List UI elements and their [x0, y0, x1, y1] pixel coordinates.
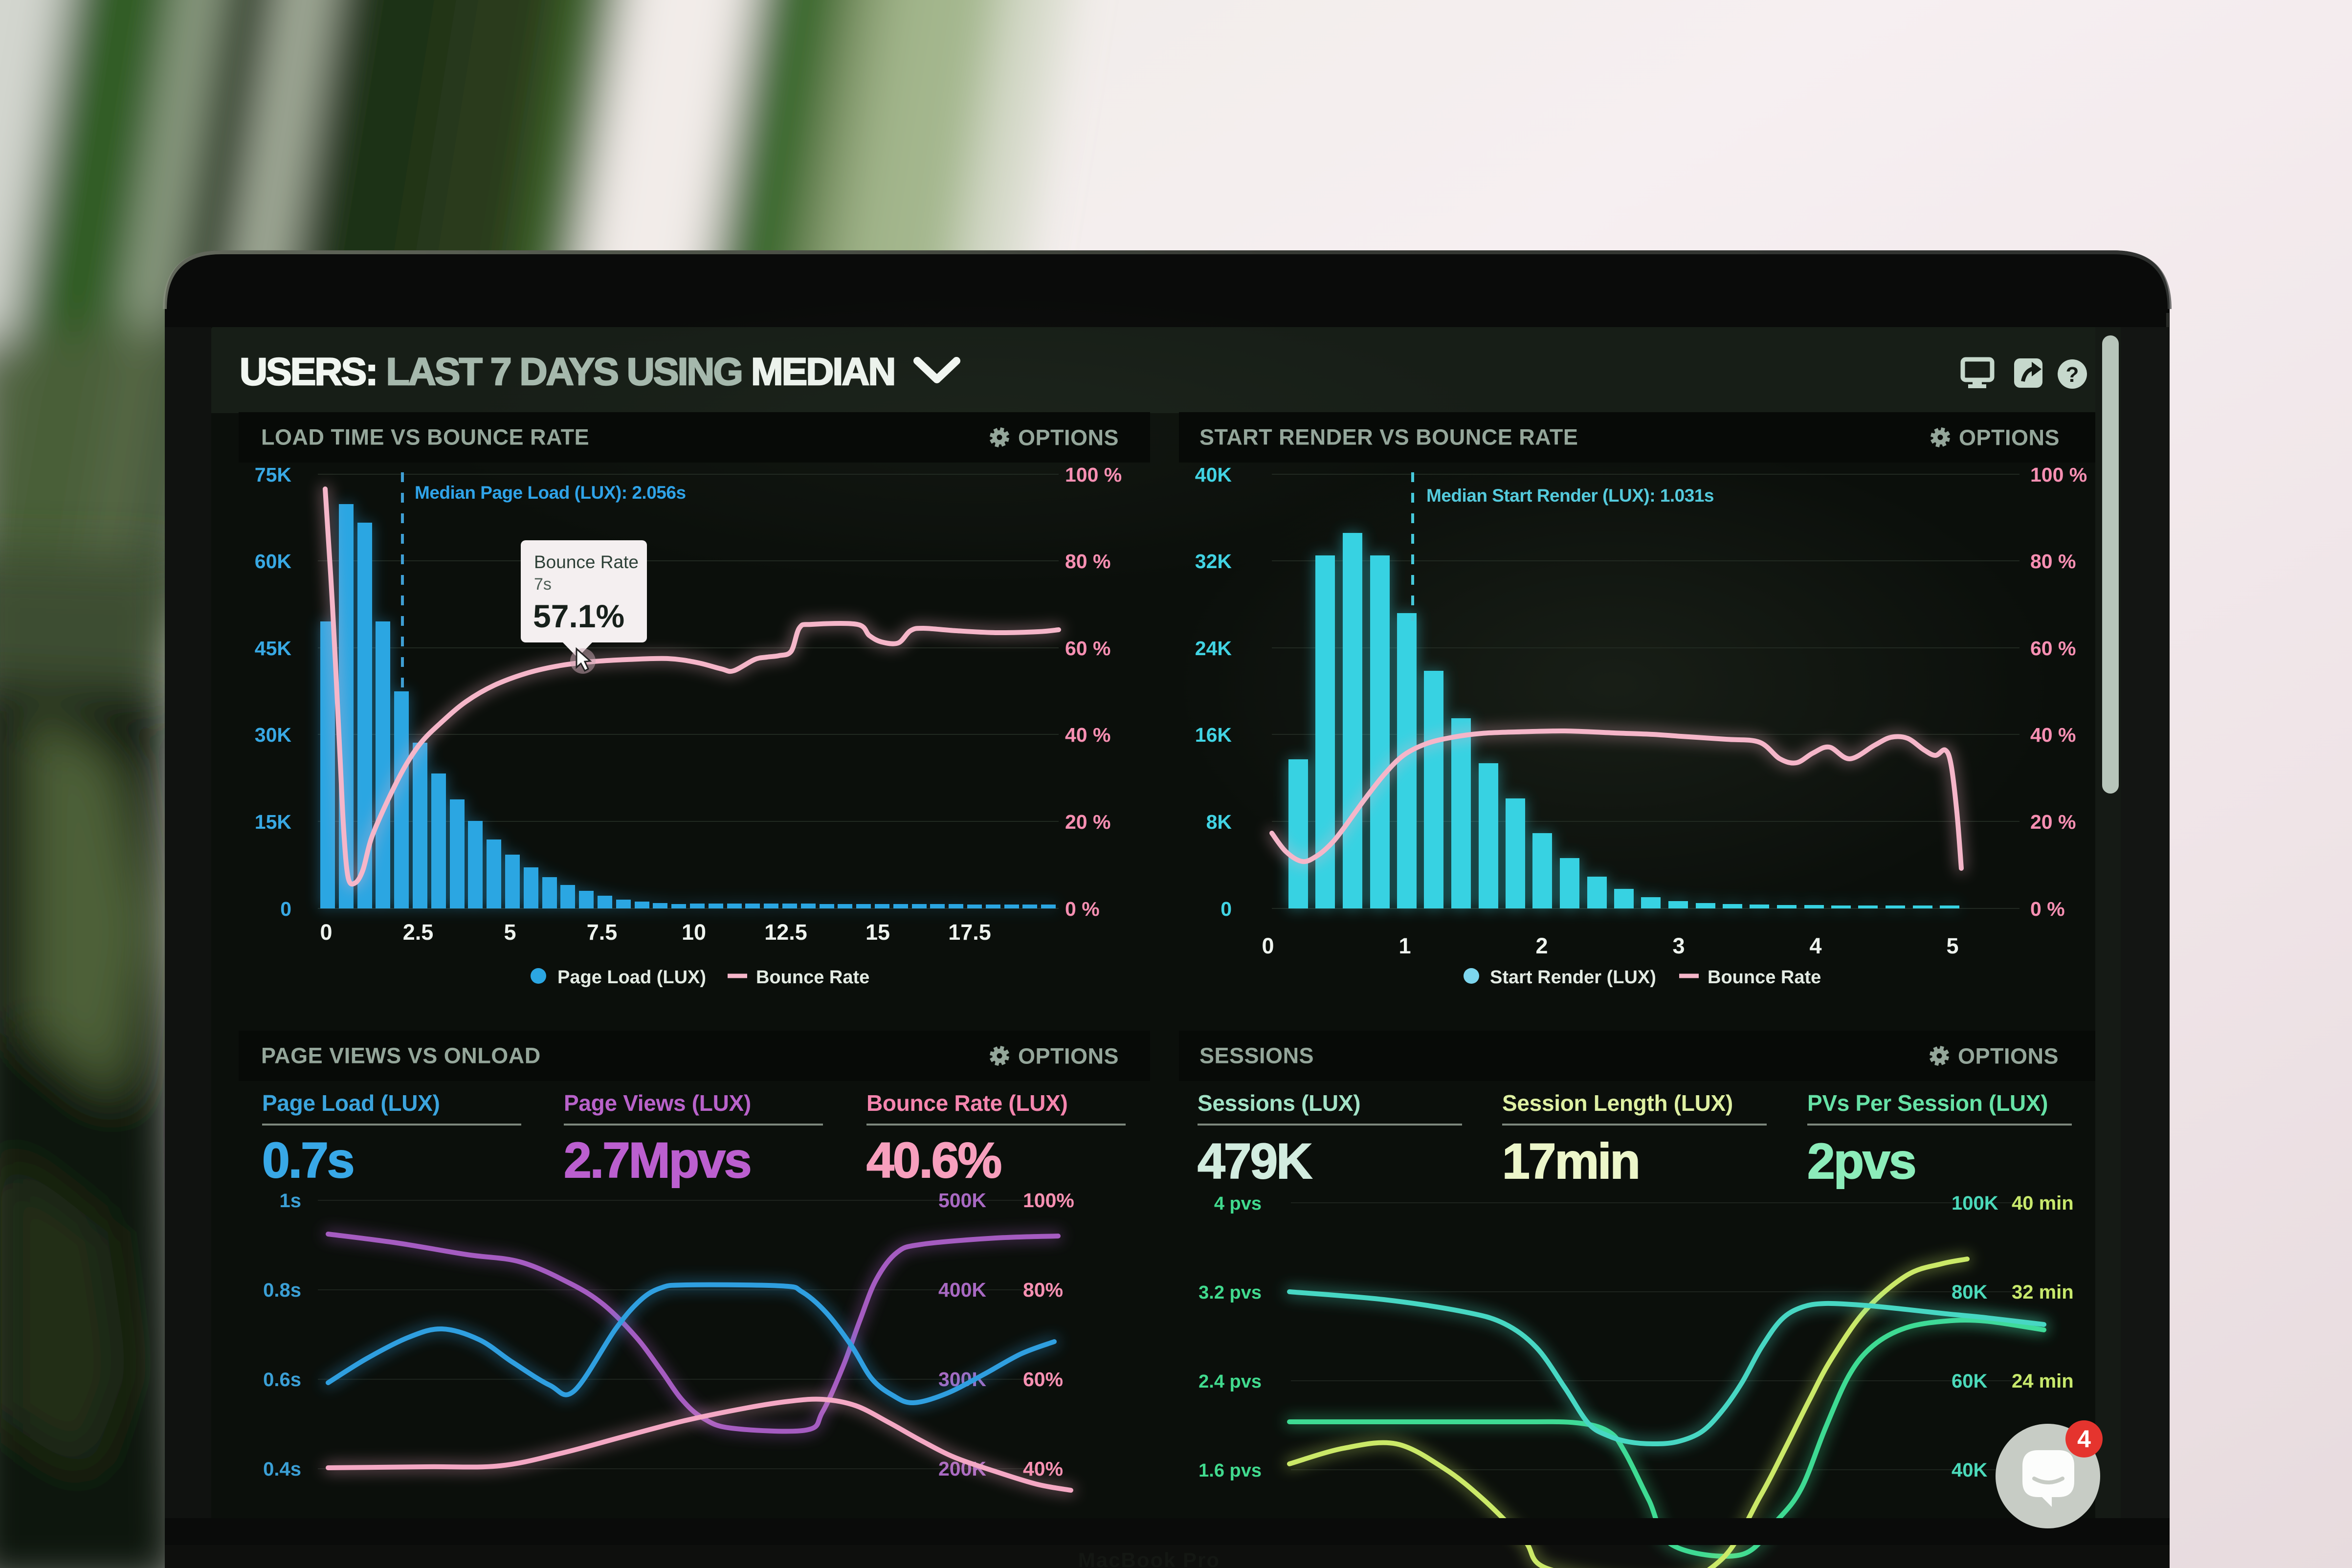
svg-text:24 min: 24 min [2012, 1370, 2074, 1392]
svg-text:4: 4 [1809, 933, 1821, 958]
svg-text:12.5: 12.5 [764, 920, 807, 945]
svg-text:1s: 1s [280, 1190, 302, 1212]
svg-text:20 %: 20 % [2030, 811, 2076, 833]
svg-text:3: 3 [1672, 933, 1685, 958]
svg-text:Page Load (LUX): Page Load (LUX) [557, 967, 706, 988]
svg-text:Page Load (LUX): Page Load (LUX) [262, 1090, 440, 1116]
svg-text:32K: 32K [1195, 550, 1232, 573]
svg-text:40 %: 40 % [2030, 724, 2076, 746]
svg-text:Sessions (LUX): Sessions (LUX) [1198, 1090, 1360, 1116]
svg-text:80%: 80% [1023, 1279, 1063, 1301]
svg-text:MacBook Pro: MacBook Pro [1078, 1548, 1220, 1568]
svg-text:8K: 8K [1206, 811, 1232, 833]
svg-text:40.6%: 40.6% [866, 1132, 1001, 1188]
svg-text:2.5: 2.5 [403, 920, 434, 945]
svg-text:30K: 30K [255, 724, 292, 746]
svg-text:Bounce Rate: Bounce Rate [534, 552, 639, 572]
svg-text:3.2 pvs: 3.2 pvs [1198, 1282, 1262, 1303]
svg-text:SESSIONS: SESSIONS [1199, 1043, 1314, 1068]
svg-text:OPTIONS: OPTIONS [1018, 1044, 1119, 1069]
svg-text:20 %: 20 % [1065, 811, 1110, 833]
svg-text:479K: 479K [1198, 1133, 1312, 1189]
svg-text:16K: 16K [1195, 724, 1232, 746]
svg-text:Median Page Load (LUX): 2.056s: Median Page Load (LUX): 2.056s [415, 483, 686, 503]
svg-text:2.7Mpvs: 2.7Mpvs [564, 1132, 751, 1188]
svg-text:Page Views (LUX): Page Views (LUX) [564, 1090, 751, 1116]
svg-text:2.4 pvs: 2.4 pvs [1198, 1371, 1262, 1392]
svg-text:7.5: 7.5 [587, 920, 618, 945]
svg-text:LOAD TIME VS BOUNCE RATE: LOAD TIME VS BOUNCE RATE [261, 425, 589, 450]
svg-text:80 %: 80 % [1065, 550, 1110, 573]
svg-text:0: 0 [320, 920, 332, 945]
svg-text:24K: 24K [1195, 637, 1232, 660]
svg-text:45K: 45K [255, 637, 292, 660]
svg-text:0 %: 0 % [1065, 898, 1100, 920]
svg-text:40 %: 40 % [1065, 724, 1110, 746]
svg-text:80 %: 80 % [2030, 550, 2076, 573]
svg-text:2pvs: 2pvs [1807, 1133, 1915, 1189]
svg-text:2: 2 [1535, 933, 1548, 958]
svg-text:0.6s: 0.6s [263, 1369, 301, 1391]
svg-text:60K: 60K [255, 550, 292, 573]
svg-text:Start Render (LUX): Start Render (LUX) [1490, 967, 1656, 988]
svg-text:57.1%: 57.1% [533, 598, 624, 634]
svg-text:PVs Per Session (LUX): PVs Per Session (LUX) [1807, 1090, 2048, 1116]
svg-text:100K: 100K [1952, 1193, 1998, 1214]
svg-text:100 %: 100 % [1065, 464, 1122, 486]
svg-text:5: 5 [504, 920, 516, 945]
svg-text:Bounce Rate (LUX): Bounce Rate (LUX) [866, 1090, 1067, 1116]
svg-text:1.6 pvs: 1.6 pvs [1198, 1460, 1262, 1481]
svg-text:OPTIONS: OPTIONS [1959, 425, 2060, 450]
svg-text:32 min: 32 min [2012, 1281, 2074, 1303]
svg-text:15: 15 [865, 920, 890, 945]
svg-text:1: 1 [1398, 933, 1411, 958]
svg-text:400K: 400K [938, 1279, 986, 1301]
svg-text:0: 0 [1220, 898, 1232, 920]
svg-text:15K: 15K [255, 811, 292, 833]
svg-text:60 %: 60 % [2030, 637, 2076, 660]
svg-text:0.4s: 0.4s [263, 1458, 301, 1480]
svg-text:4: 4 [2077, 1425, 2091, 1453]
svg-text:75K: 75K [255, 464, 292, 486]
svg-text:?: ? [2066, 363, 2079, 387]
svg-text:OPTIONS: OPTIONS [1958, 1044, 2059, 1069]
svg-text:40 min: 40 min [2012, 1193, 2074, 1214]
svg-text:0.8s: 0.8s [263, 1280, 301, 1301]
svg-text:0.7s: 0.7s [262, 1132, 354, 1188]
svg-text:40K: 40K [1195, 464, 1232, 486]
svg-text:4 pvs: 4 pvs [1214, 1193, 1262, 1214]
svg-text:40%: 40% [1023, 1458, 1063, 1480]
svg-text:17.5: 17.5 [948, 920, 991, 945]
svg-text:17min: 17min [1502, 1133, 1639, 1189]
svg-text:10: 10 [682, 920, 706, 945]
svg-text:5: 5 [1946, 933, 1958, 958]
svg-text:40K: 40K [1952, 1459, 1987, 1481]
svg-text:80K: 80K [1952, 1281, 1987, 1303]
svg-text:0: 0 [1262, 933, 1274, 958]
svg-text:100%: 100% [1023, 1189, 1074, 1212]
svg-text:60K: 60K [1952, 1370, 1987, 1392]
svg-text:Bounce Rate: Bounce Rate [1708, 967, 1821, 988]
svg-text:USERS: LAST 7 DAYS USING MEDIA: USERS: LAST 7 DAYS USING MEDIAN [240, 350, 894, 393]
svg-text:PAGE VIEWS VS ONLOAD: PAGE VIEWS VS ONLOAD [261, 1043, 541, 1068]
svg-text:60 %: 60 % [1065, 637, 1110, 660]
svg-text:60%: 60% [1023, 1368, 1063, 1391]
svg-text:0 %: 0 % [2030, 898, 2065, 920]
svg-text:Session Length (LUX): Session Length (LUX) [1502, 1090, 1733, 1116]
svg-text:OPTIONS: OPTIONS [1018, 425, 1119, 450]
svg-text:Bounce Rate: Bounce Rate [756, 967, 869, 988]
svg-text:START RENDER VS BOUNCE RATE: START RENDER VS BOUNCE RATE [1199, 425, 1578, 450]
svg-text:0: 0 [280, 898, 291, 920]
svg-text:7s: 7s [534, 575, 552, 594]
svg-text:100 %: 100 % [2030, 464, 2087, 486]
svg-text:Median Start Render (LUX): 1.0: Median Start Render (LUX): 1.031s [1426, 486, 1714, 506]
svg-text:500K: 500K [938, 1189, 986, 1212]
